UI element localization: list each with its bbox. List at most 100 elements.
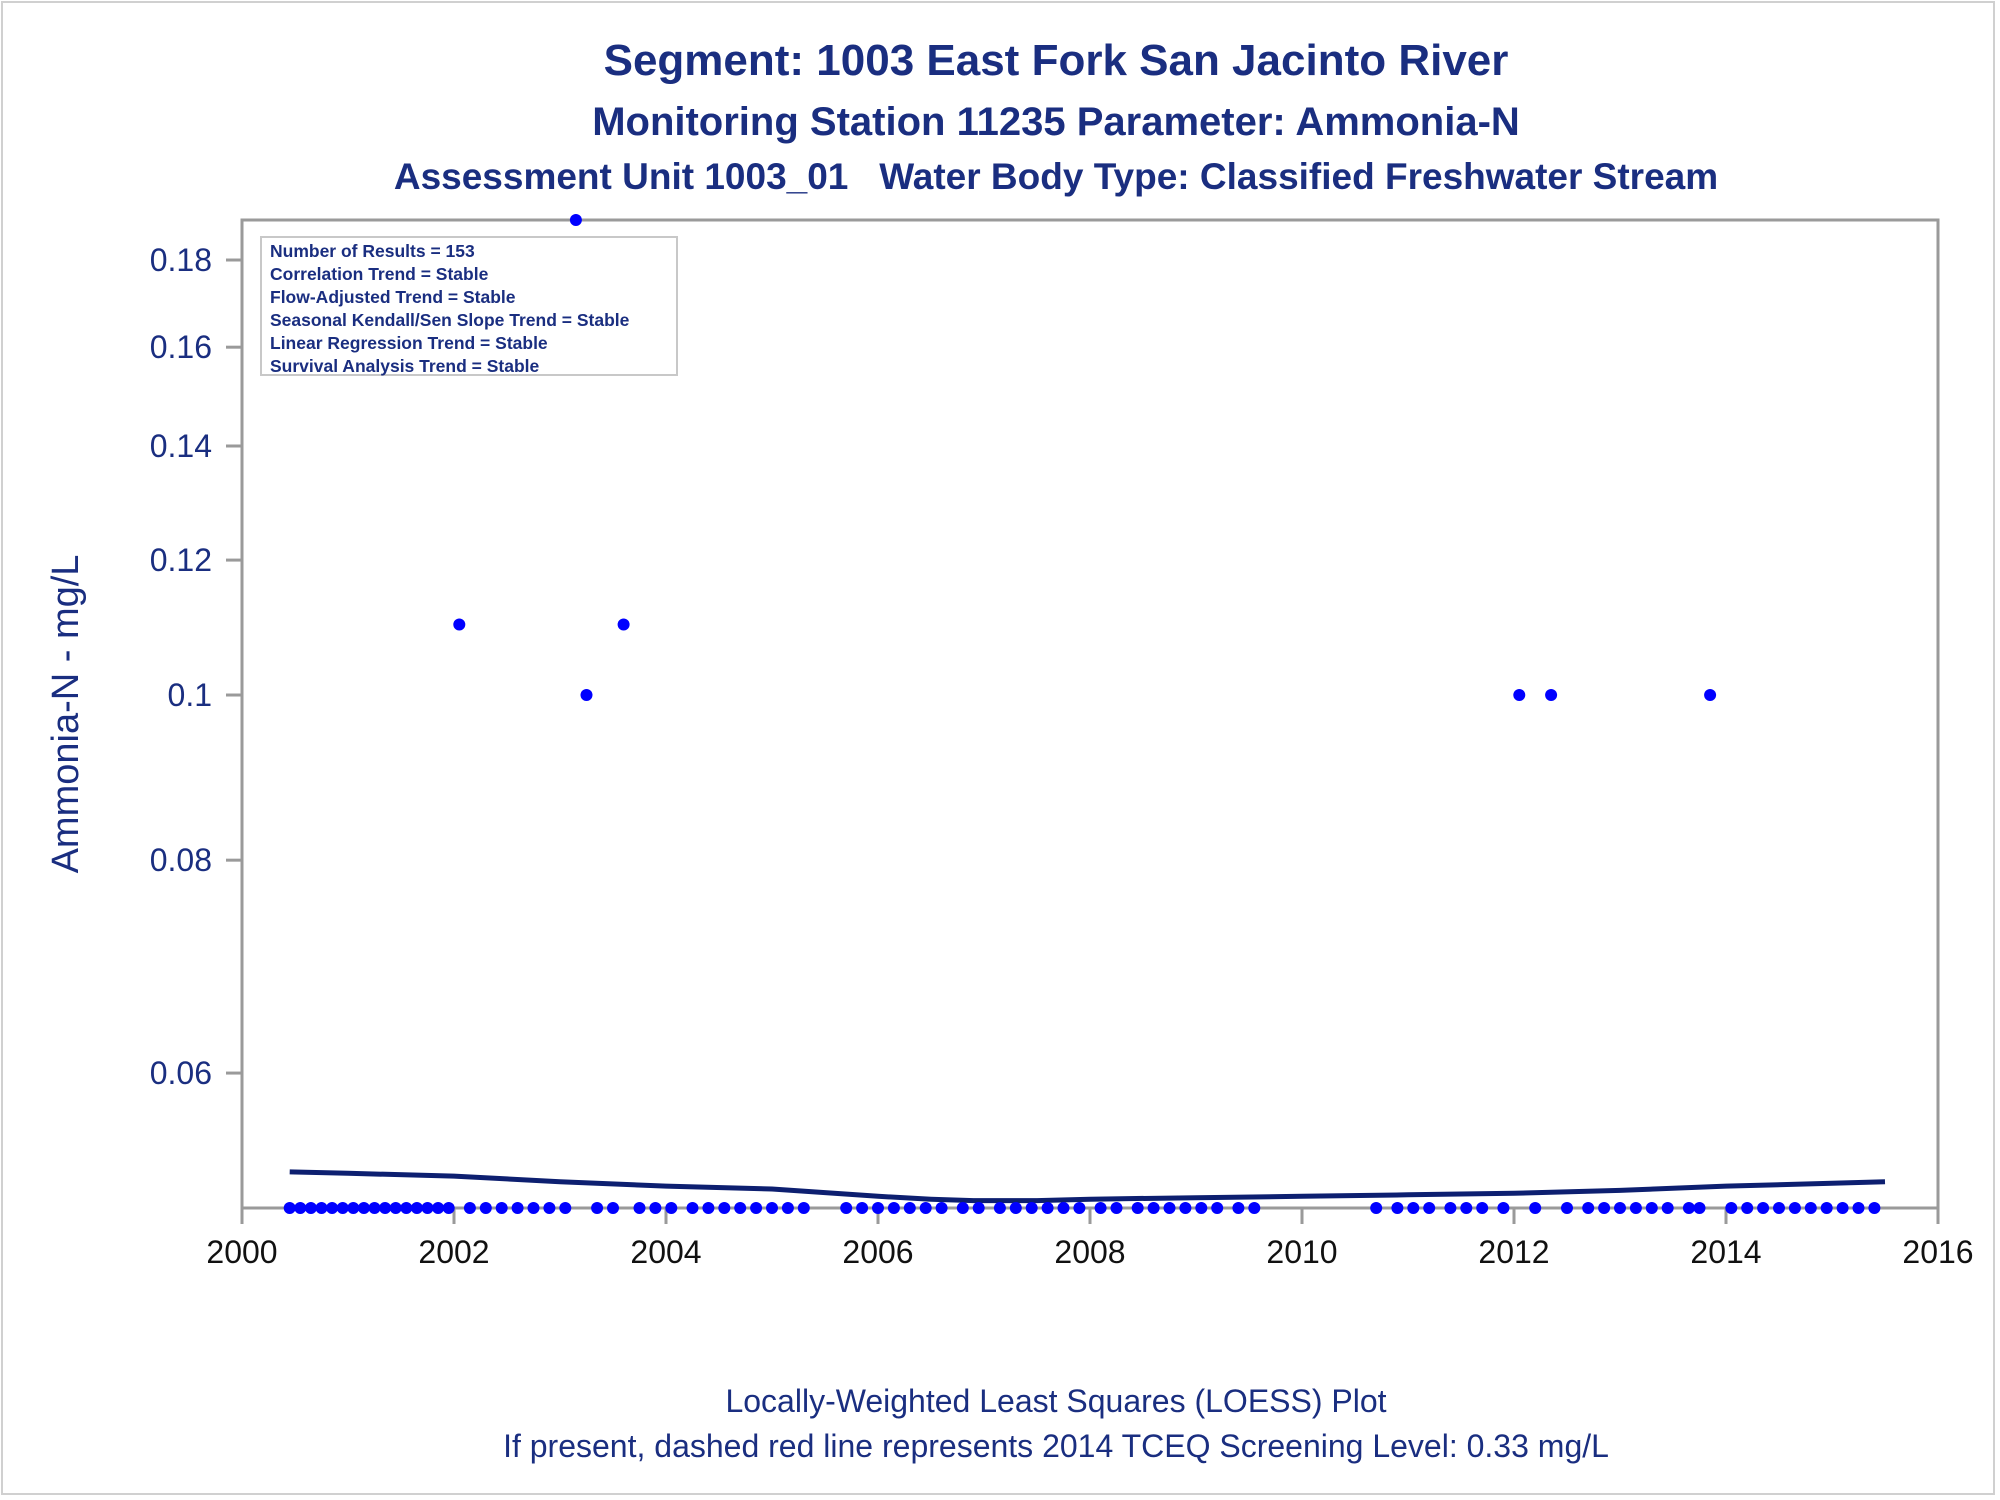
y-tick-label: 0.16 (150, 329, 212, 365)
x-tick-label: 2000 (206, 1234, 277, 1270)
data-point (400, 1202, 413, 1214)
data-point (1561, 1202, 1573, 1214)
data-point (1788, 1202, 1801, 1214)
data-point (686, 1202, 699, 1214)
data-point (956, 1202, 969, 1214)
x-tick-label: 2012 (1478, 1234, 1549, 1270)
data-point (453, 618, 466, 631)
data-point (781, 1202, 794, 1214)
data-point (1041, 1202, 1054, 1214)
data-point (607, 1202, 619, 1214)
x-tick-label: 2002 (418, 1234, 489, 1270)
x-tick-label: 2014 (1690, 1234, 1761, 1270)
data-point (1094, 1202, 1107, 1214)
data-point (1248, 1202, 1261, 1214)
legend-item: Flow-Adjusted Trend = Stable (270, 287, 516, 307)
data-point (368, 1202, 381, 1214)
data-point (1370, 1202, 1383, 1214)
chart-subtitle: Monitoring Station 11235 Parameter: Ammo… (592, 100, 1520, 144)
data-point (1757, 1202, 1770, 1214)
data-point (1460, 1202, 1473, 1214)
data-point (1645, 1202, 1658, 1214)
loess-line (289, 1169, 1886, 1204)
data-point (1147, 1202, 1160, 1214)
data-point (797, 1202, 810, 1214)
data-point (1073, 1202, 1086, 1214)
data-point (495, 1202, 508, 1214)
data-point (1391, 1202, 1404, 1214)
x-tick-label: 2016 (1902, 1234, 1973, 1270)
data-point (357, 1202, 370, 1214)
data-point (1773, 1202, 1785, 1214)
data-point (1497, 1202, 1510, 1214)
data-point (1661, 1202, 1674, 1214)
data-point (766, 1202, 778, 1214)
data-point (569, 214, 582, 226)
footnote-loess: Locally-Weighted Least Squares (LOESS) P… (725, 1383, 1387, 1419)
chart-title: Segment: 1003 East Fork San Jacinto Rive… (603, 36, 1509, 85)
y-tick-label: 0.1 (168, 677, 212, 713)
x-tick-label: 2006 (842, 1234, 913, 1270)
x-tick-label: 2008 (1054, 1234, 1125, 1270)
data-point (1211, 1202, 1224, 1214)
data-point (1682, 1202, 1695, 1214)
data-point (1163, 1202, 1176, 1214)
data-point (315, 1202, 328, 1214)
data-point (1582, 1202, 1595, 1214)
data-point (903, 1202, 916, 1214)
data-point (856, 1202, 869, 1214)
data-point (1423, 1202, 1436, 1214)
data-point (1836, 1202, 1849, 1214)
legend-item: Linear Regression Trend = Stable (270, 333, 548, 353)
data-point (1009, 1202, 1022, 1214)
data-point (389, 1202, 402, 1214)
data-point (1804, 1202, 1817, 1214)
data-point (1529, 1202, 1542, 1214)
footnote-screening-level: If present, dashed red line represents 2… (503, 1428, 1609, 1464)
data-point (511, 1202, 524, 1214)
data-point (935, 1202, 948, 1214)
data-point (347, 1202, 360, 1214)
y-tick-label: 0.08 (150, 842, 212, 878)
data-point (463, 1202, 476, 1214)
data-point (559, 1202, 572, 1214)
legend-item: Correlation Trend = Stable (270, 264, 489, 284)
data-point (1629, 1202, 1642, 1214)
data-point (633, 1202, 646, 1214)
data-point (1444, 1202, 1457, 1214)
data-point (543, 1202, 556, 1214)
data-point (840, 1202, 853, 1214)
data-point (326, 1202, 339, 1214)
data-point (1110, 1202, 1123, 1214)
data-point (919, 1202, 932, 1214)
y-axis-label: Ammonia-N - mg/L (45, 555, 87, 874)
data-point (734, 1202, 747, 1214)
data-point (1725, 1202, 1738, 1214)
data-point (1614, 1202, 1626, 1214)
data-point (1852, 1202, 1865, 1214)
data-point (580, 689, 593, 702)
y-tick-label: 0.06 (150, 1055, 212, 1091)
data-point (649, 1202, 662, 1214)
data-point (993, 1202, 1006, 1214)
data-point (718, 1202, 731, 1214)
data-point (1025, 1202, 1038, 1214)
x-tick-label: 2004 (630, 1234, 701, 1270)
data-point (702, 1202, 715, 1214)
data-point (617, 618, 630, 631)
data-point (1868, 1202, 1881, 1214)
legend-item: Seasonal Kendall/Sen Slope Trend = Stabl… (270, 310, 630, 330)
trend-legend: Number of Results = 153 Correlation Tren… (260, 236, 678, 376)
chart-subtitle-2: Assessment Unit 1003_01 Water Body Type:… (393, 156, 1719, 197)
data-point (283, 1202, 296, 1214)
data-point (294, 1202, 307, 1214)
data-point (1545, 689, 1558, 702)
data-point (665, 1202, 678, 1214)
data-point (1131, 1202, 1144, 1214)
data-point (1513, 689, 1526, 702)
data-point (1232, 1202, 1245, 1214)
x-tick-label: 2010 (1266, 1234, 1337, 1270)
data-point (432, 1202, 445, 1214)
data-point (591, 1202, 604, 1214)
